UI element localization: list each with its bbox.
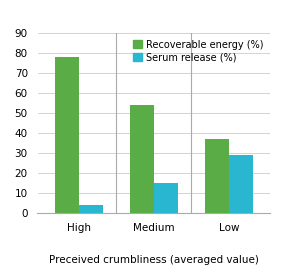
Bar (130, 105, 154, 213)
Bar (154, 183, 178, 213)
Bar (229, 155, 253, 213)
Bar (205, 139, 229, 213)
Bar (55, 57, 79, 213)
X-axis label: Preceived crumbliness (averaged value): Preceived crumbliness (averaged value) (49, 255, 259, 265)
Bar (79, 205, 103, 213)
Legend: Recoverable energy (%), Serum release (%): Recoverable energy (%), Serum release (%… (131, 38, 265, 64)
